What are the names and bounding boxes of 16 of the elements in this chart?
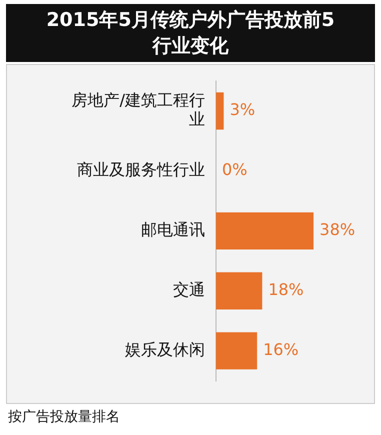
text: 按广告投放量排名 <box>8 408 120 426</box>
bar <box>216 92 224 130</box>
chart-title: 2015年5月传统户外广告投放前5行业变化 <box>6 4 375 62</box>
y-tick-label: 商业及服务性行业 <box>77 160 205 180</box>
data-label: 0% <box>222 160 248 180</box>
y-tick-label: 交通 <box>173 280 205 300</box>
bar <box>216 212 314 250</box>
data-label: 38% <box>320 220 356 240</box>
y-tick-label: 房地产/建筑工程行业 <box>72 90 205 129</box>
data-label: 16% <box>263 340 299 359</box>
y-tick-label: 邮电通讯 <box>141 220 205 240</box>
bar <box>216 332 258 370</box>
bar <box>216 272 262 310</box>
y-tick-label: 娱乐及休闲 <box>125 340 205 359</box>
data-label: 18% <box>268 280 304 300</box>
data-label: 3% <box>230 100 256 120</box>
